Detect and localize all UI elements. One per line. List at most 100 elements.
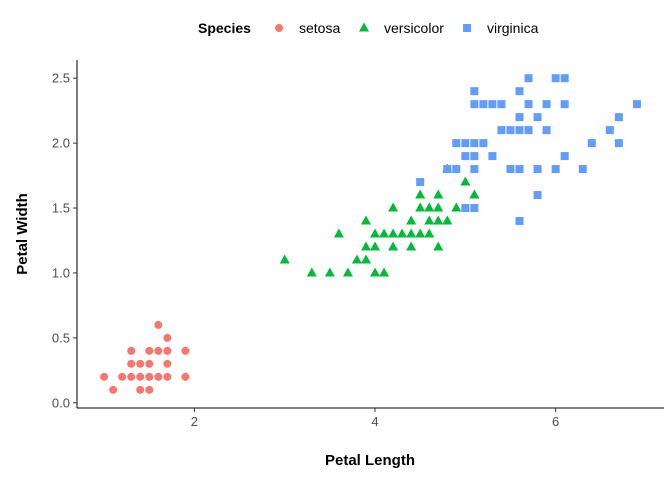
setosa-point — [109, 385, 118, 394]
virginica-point — [470, 204, 479, 213]
virginica-point — [497, 100, 506, 109]
versicolor-point — [415, 228, 426, 238]
virginica-point — [551, 74, 560, 83]
versicolor-point — [333, 228, 344, 238]
versicolor-point — [433, 215, 444, 225]
legend-label-virginica: virginica — [487, 20, 539, 36]
setosa-point — [181, 372, 190, 381]
y-tick-label: 0.0 — [52, 395, 70, 410]
setosa-point — [154, 320, 163, 329]
setosa-point — [154, 346, 163, 355]
versicolor-point — [370, 241, 381, 251]
setosa-point — [145, 346, 154, 355]
setosa-point — [127, 372, 136, 381]
virginica-point — [515, 217, 524, 226]
legend-key-virginica — [463, 24, 471, 32]
versicolor-point — [388, 202, 399, 212]
virginica-point — [443, 165, 452, 174]
setosa-point — [163, 359, 172, 368]
virginica-point — [614, 139, 623, 148]
legend: Species setosa versicolor virginica — [198, 20, 539, 36]
virginica-point — [542, 100, 551, 109]
virginica-point — [578, 165, 587, 174]
versicolor-point — [406, 241, 417, 251]
virginica-point — [524, 100, 533, 109]
versicolor-point — [451, 202, 462, 212]
virginica-point — [470, 139, 479, 148]
setosa-point — [136, 359, 145, 368]
versicolor-point — [306, 267, 317, 277]
versicolor-point — [388, 241, 399, 251]
versicolor-point — [424, 202, 435, 212]
setosa-point — [163, 372, 172, 381]
versicolor-point — [433, 189, 444, 199]
setosa-point — [136, 372, 145, 381]
virginica-point — [461, 204, 470, 213]
virginica-point — [614, 113, 623, 122]
versicolor-point — [370, 267, 381, 277]
setosa-point — [127, 346, 136, 355]
setosa-point — [127, 359, 136, 368]
virginica-point — [605, 126, 614, 135]
virginica-point — [488, 152, 497, 161]
series-setosa — [100, 320, 190, 394]
virginica-point — [479, 139, 488, 148]
legend-key-versicolor — [359, 22, 369, 32]
versicolor-point — [469, 189, 480, 199]
virginica-point — [632, 100, 641, 109]
setosa-point — [154, 372, 163, 381]
legend-items: setosa versicolor virginica — [275, 20, 539, 36]
versicolor-point — [424, 215, 435, 225]
versicolor-point — [342, 267, 353, 277]
versicolor-point — [360, 215, 371, 225]
virginica-point — [587, 139, 596, 148]
virginica-point — [416, 178, 425, 187]
virginica-point — [551, 165, 560, 174]
versicolor-point — [388, 228, 399, 238]
versicolor-point — [370, 228, 381, 238]
virginica-point — [533, 165, 542, 174]
virginica-point — [452, 165, 461, 174]
virginica-point — [461, 139, 470, 148]
virginica-point — [524, 74, 533, 83]
virginica-point — [488, 100, 497, 109]
legend-key-setosa — [275, 24, 283, 32]
y-tick-label: 2.5 — [52, 71, 70, 86]
versicolor-point — [433, 241, 444, 251]
setosa-point — [163, 333, 172, 342]
virginica-point — [515, 113, 524, 122]
virginica-point — [470, 100, 479, 109]
virginica-point — [515, 87, 524, 96]
versicolor-point — [379, 267, 390, 277]
virginica-point — [470, 87, 479, 96]
virginica-point — [452, 139, 461, 148]
y-axis-ticks: 0.0 0.5 1.0 1.5 2.0 2.5 — [52, 71, 77, 410]
x-axis-ticks: 2 4 6 — [191, 408, 559, 429]
versicolor-point — [351, 254, 362, 264]
virginica-point — [515, 165, 524, 174]
setosa-point — [145, 372, 154, 381]
y-tick-label: 1.0 — [52, 265, 70, 280]
virginica-point — [515, 126, 524, 135]
versicolor-point — [360, 254, 371, 264]
virginica-point — [560, 74, 569, 83]
y-tick-label: 0.5 — [52, 330, 70, 345]
versicolor-point — [415, 202, 426, 212]
virginica-point — [524, 126, 533, 135]
versicolor-point — [415, 189, 426, 199]
setosa-point — [145, 359, 154, 368]
setosa-point — [136, 385, 145, 394]
virginica-point — [470, 152, 479, 161]
setosa-point — [181, 346, 190, 355]
setosa-point — [145, 385, 154, 394]
virginica-point — [470, 165, 479, 174]
legend-item-setosa: setosa — [275, 20, 340, 36]
versicolor-point — [397, 228, 408, 238]
versicolor-point — [279, 254, 290, 264]
x-tick-label: 2 — [191, 414, 198, 429]
legend-label-setosa: setosa — [299, 20, 340, 36]
virginica-point — [560, 152, 569, 161]
x-axis-title: Petal Length — [325, 452, 415, 469]
versicolor-point — [433, 202, 444, 212]
